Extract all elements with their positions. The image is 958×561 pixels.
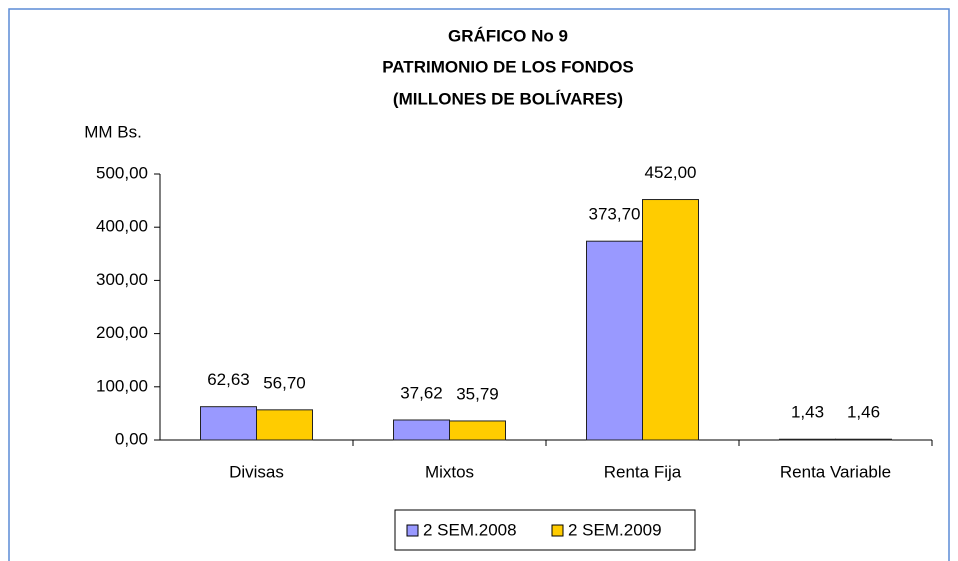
bar bbox=[393, 419, 450, 441]
chart-border bbox=[8, 8, 950, 561]
value-label: 373,70 bbox=[589, 205, 641, 224]
y-axis-label: MM Bs. bbox=[84, 122, 142, 141]
bar bbox=[642, 199, 699, 441]
value-label: 37,62 bbox=[400, 383, 443, 402]
y-tick-label: 100,00 bbox=[96, 376, 148, 395]
bar bbox=[256, 409, 313, 441]
x-tick-label: Divisas bbox=[229, 462, 284, 481]
y-tick-label: 0,00 bbox=[115, 429, 148, 448]
y-tick-label: 500,00 bbox=[96, 163, 148, 182]
value-label: 35,79 bbox=[456, 384, 499, 403]
value-label: 56,70 bbox=[263, 373, 306, 392]
legend-swatch bbox=[551, 524, 564, 537]
legend-label: 2 SEM.2009 bbox=[568, 520, 662, 539]
value-label: 452,00 bbox=[645, 163, 697, 182]
bar bbox=[586, 240, 643, 441]
legend-swatch bbox=[406, 524, 419, 537]
bar bbox=[200, 406, 257, 441]
value-label: 1,43 bbox=[791, 403, 824, 422]
x-tick-label: Renta Fija bbox=[604, 462, 682, 481]
bar bbox=[449, 420, 506, 441]
value-label: 1,46 bbox=[847, 403, 880, 422]
x-tick-label: Mixtos bbox=[425, 462, 474, 481]
value-label: 62,63 bbox=[207, 370, 250, 389]
chart-title: GRÁFICO No 9 bbox=[448, 26, 568, 45]
legend-label: 2 SEM.2008 bbox=[423, 520, 517, 539]
chart-title: PATRIMONIO DE LOS FONDOS bbox=[382, 57, 634, 76]
y-tick-label: 300,00 bbox=[96, 270, 148, 289]
bar bbox=[835, 438, 892, 441]
y-tick-label: 200,00 bbox=[96, 323, 148, 342]
chart-title: (MILLONES DE BOLÍVARES) bbox=[393, 89, 623, 108]
y-tick-label: 400,00 bbox=[96, 217, 148, 236]
x-tick-label: Renta Variable bbox=[780, 462, 891, 481]
bar bbox=[779, 438, 836, 441]
legend-box bbox=[394, 509, 696, 551]
